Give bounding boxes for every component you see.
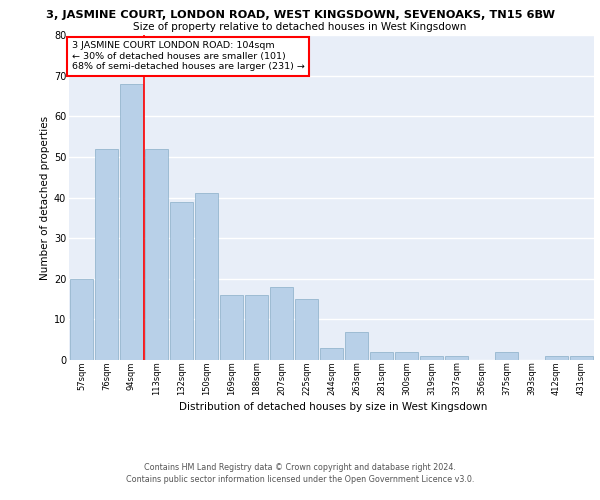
Y-axis label: Number of detached properties: Number of detached properties <box>40 116 50 280</box>
Bar <box>370 352 394 360</box>
Text: 3, JASMINE COURT, LONDON ROAD, WEST KINGSDOWN, SEVENOAKS, TN15 6BW: 3, JASMINE COURT, LONDON ROAD, WEST KING… <box>46 10 554 20</box>
Bar <box>545 356 568 360</box>
Text: Contains HM Land Registry data © Crown copyright and database right 2024.: Contains HM Land Registry data © Crown c… <box>144 462 456 471</box>
Text: Contains public sector information licensed under the Open Government Licence v3: Contains public sector information licen… <box>126 475 474 484</box>
Bar <box>569 356 593 360</box>
Bar <box>419 356 443 360</box>
Bar <box>295 299 319 360</box>
Bar <box>145 149 169 360</box>
Text: Size of property relative to detached houses in West Kingsdown: Size of property relative to detached ho… <box>133 22 467 32</box>
Text: Distribution of detached houses by size in West Kingsdown: Distribution of detached houses by size … <box>179 402 487 412</box>
Bar <box>170 202 193 360</box>
Bar <box>95 149 118 360</box>
Bar <box>494 352 518 360</box>
Bar <box>445 356 469 360</box>
Bar <box>269 287 293 360</box>
Bar <box>119 84 143 360</box>
Bar <box>320 348 343 360</box>
Bar <box>220 295 244 360</box>
Bar <box>395 352 418 360</box>
Text: 3 JASMINE COURT LONDON ROAD: 104sqm
← 30% of detached houses are smaller (101)
6: 3 JASMINE COURT LONDON ROAD: 104sqm ← 30… <box>71 42 305 72</box>
Bar <box>344 332 368 360</box>
Bar <box>194 194 218 360</box>
Bar <box>245 295 268 360</box>
Bar <box>70 279 94 360</box>
